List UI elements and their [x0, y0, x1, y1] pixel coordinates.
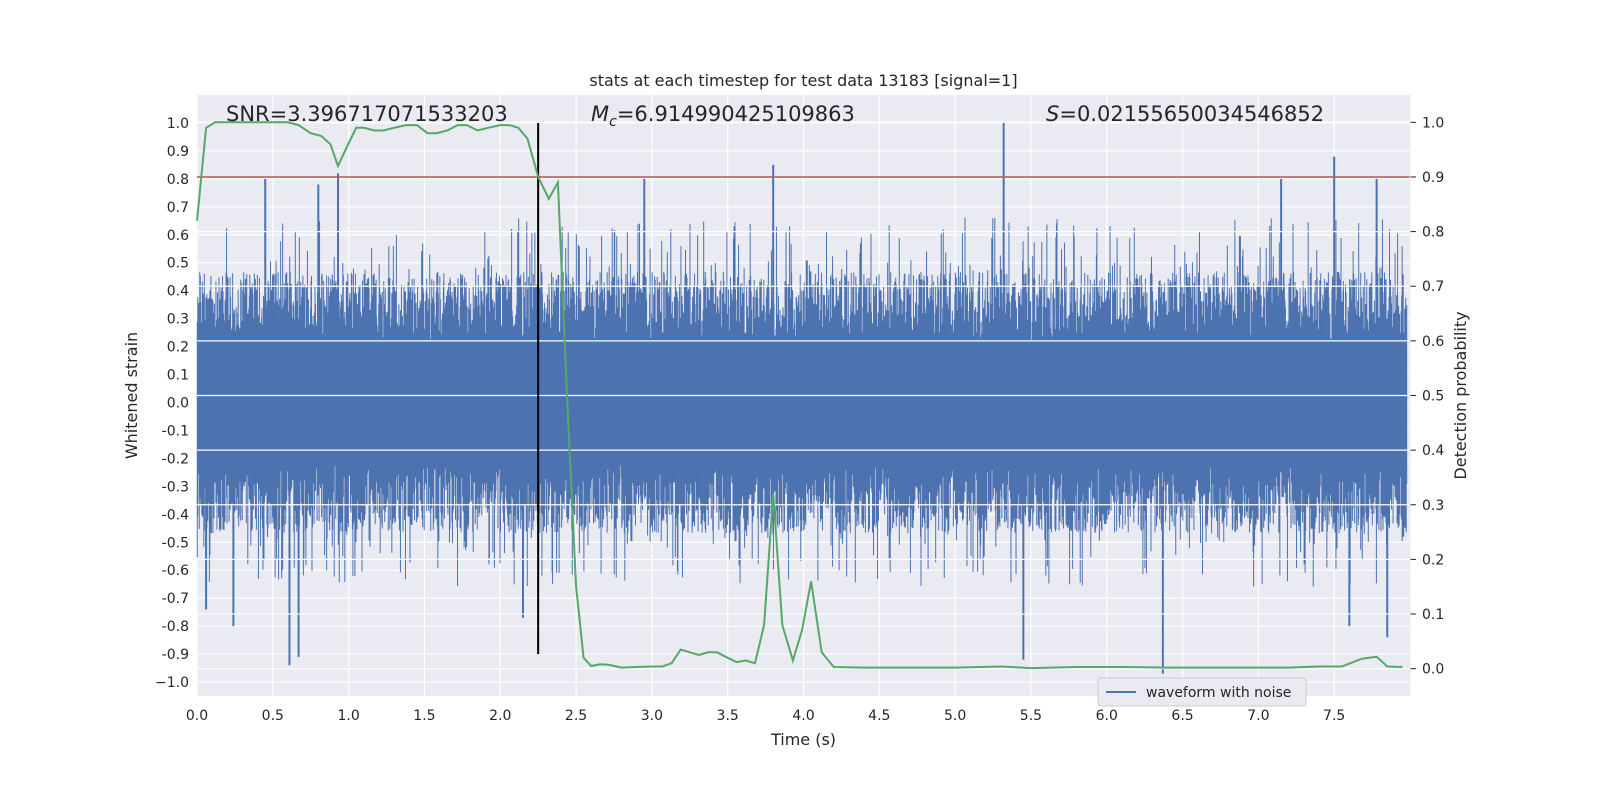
- tick-labels: 0.0 0.5 1.0 1.5 2.0 2.5 3.0 3.5 4.0 4.5 5.0 5.5 6.0 6…: [155, 95, 1444, 724]
- y-tick-label: 0.0: [167, 395, 189, 411]
- snr-annotation: SNR=3.396717071533203: [226, 102, 508, 126]
- x-tick-label: 0.0: [186, 708, 208, 724]
- x-tick-label: 4.5: [868, 708, 890, 724]
- y-tick-label: 0.2: [167, 340, 189, 356]
- chart-title: stats at each timestep for test data 131…: [589, 71, 1017, 90]
- y2-tick-label: 0.4: [1422, 443, 1444, 459]
- y-tick-label: -0.5: [162, 535, 189, 551]
- y-tick-label: 0.4: [167, 284, 189, 300]
- chirp-mass-value: =6.914990425109863: [617, 102, 855, 126]
- x-tick-label: 7.0: [1247, 708, 1269, 724]
- secondary-grid-lines: [197, 121, 1410, 670]
- s-symbol: S: [1046, 102, 1059, 126]
- x-tick-label: 0.5: [262, 708, 284, 724]
- y2-tick-label: 0.1: [1422, 607, 1444, 623]
- y-tick-label: -0.6: [162, 563, 189, 579]
- x-tick-label: 3.5: [717, 708, 739, 724]
- legend: waveform with noise: [1097, 677, 1307, 707]
- s-value: =0.02155650034546852: [1059, 102, 1324, 126]
- y-tick-label: -0.9: [162, 647, 189, 663]
- y-tick-label: -0.7: [162, 591, 189, 607]
- x-tick-label: 6.0: [1096, 708, 1118, 724]
- x-tick-label: 2.0: [489, 708, 511, 724]
- y2-tick-label: 0.0: [1422, 662, 1444, 678]
- y2-tick-label: 0.5: [1422, 389, 1444, 405]
- x-tick-label: 6.5: [1171, 708, 1193, 724]
- y2-axis-label: Detection probability: [1451, 311, 1470, 479]
- waveform-series: [196, 122, 1408, 674]
- detection-probability-line: [196, 121, 1403, 670]
- x-tick-label: 1.0: [337, 708, 359, 724]
- y2-tick-label: 0.6: [1422, 334, 1444, 350]
- x-tick-label: 2.5: [565, 708, 587, 724]
- y-tick-label: -0.4: [162, 507, 189, 523]
- y2-tick-label: 0.2: [1422, 552, 1444, 568]
- y-tick-label: -0.1: [162, 423, 189, 439]
- y-tick-label: −1.0: [155, 675, 189, 691]
- x-tick-label: 3.0: [641, 708, 663, 724]
- y2-tick-label: 1.0: [1422, 115, 1444, 131]
- y-tick-label: 0.1: [167, 368, 189, 384]
- y2-tick-label: 0.9: [1422, 170, 1444, 186]
- y2-tick-label: 0.7: [1422, 279, 1444, 295]
- y-tick-label: 0.5: [167, 256, 189, 272]
- x-tick-label: 1.5: [413, 708, 435, 724]
- x-tick-label: 5.0: [944, 708, 966, 724]
- y-tick-label: 0.7: [167, 200, 189, 216]
- y2-tick-label: 0.8: [1422, 225, 1444, 241]
- x-tick-label: 5.5: [1020, 708, 1042, 724]
- legend-box: [1097, 677, 1307, 707]
- overlay-lines: [196, 121, 1410, 670]
- y-tick-label: 1.0: [167, 116, 189, 132]
- y-tick-label: -0.8: [162, 619, 189, 635]
- x-tick-label: 7.5: [1323, 708, 1345, 724]
- y-tick-label: 0.9: [167, 144, 189, 160]
- legend-label-waveform: waveform with noise: [1146, 685, 1291, 701]
- x-tick-label: 4.0: [792, 708, 814, 724]
- chirp-mass-symbol: M: [591, 102, 609, 126]
- y-tick-label: 0.8: [167, 172, 189, 188]
- y-tick-label: -0.2: [162, 451, 189, 467]
- y-tick-label: 0.6: [167, 228, 189, 244]
- y2-tick-label: 0.3: [1422, 498, 1444, 514]
- y-axis-label: Whitened strain: [122, 332, 141, 459]
- chirp-mass-subscript: c: [609, 114, 617, 130]
- chirp-mass-annotation: Mc=6.914990425109863: [591, 102, 855, 130]
- y-tick-label: 0.3: [167, 312, 189, 328]
- y-tick-label: -0.3: [162, 479, 189, 495]
- s-annotation: S=0.02155650034546852: [1046, 102, 1324, 126]
- x-axis-label: Time (s): [770, 730, 836, 749]
